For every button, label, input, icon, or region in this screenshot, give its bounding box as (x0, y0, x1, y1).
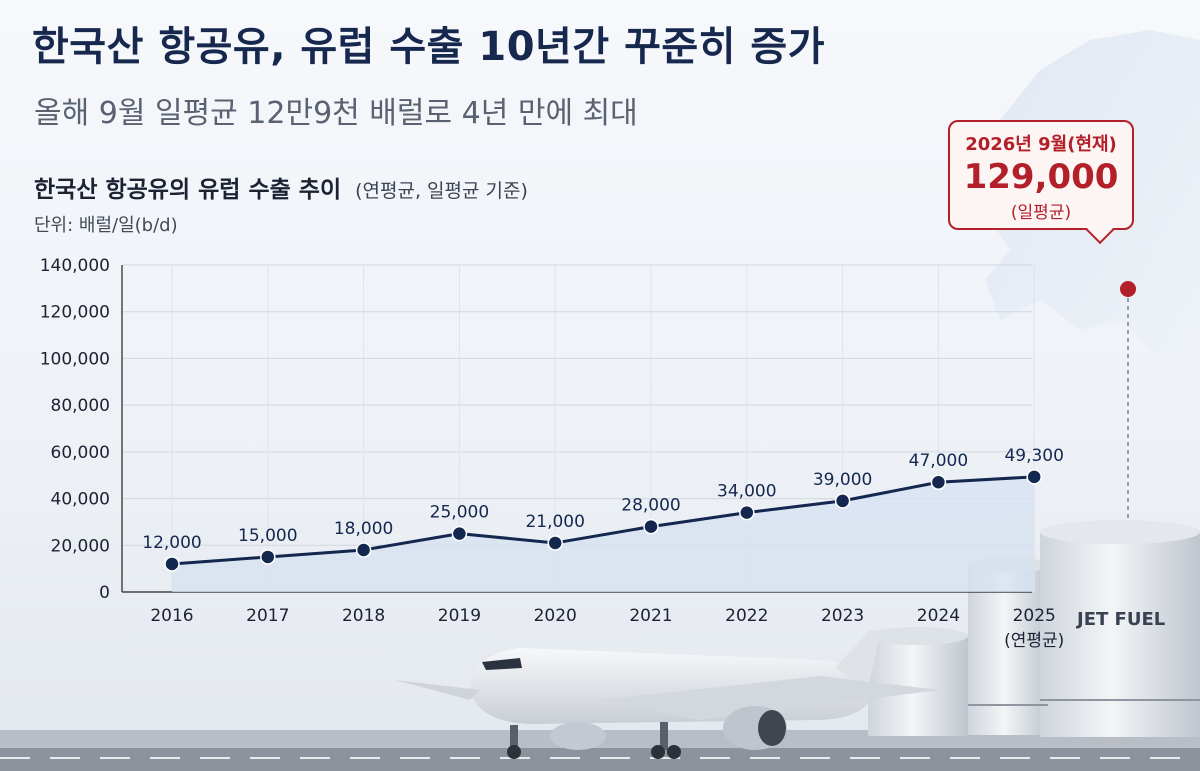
x-tick-label: 2024 (917, 606, 960, 626)
data-label: 34,000 (717, 482, 776, 502)
data-point (930, 474, 947, 490)
x-tick-label: 2016 (150, 606, 193, 626)
x-tick-label: 2019 (438, 606, 481, 626)
page-title: 한국산 항공유, 유럽 수출 10년간 꾸준히 증가 (32, 24, 826, 70)
data-label: 21,000 (525, 512, 584, 532)
x-tick-label: 2021 (629, 606, 672, 626)
x-tick-label: 2022 (725, 606, 768, 626)
data-points (164, 469, 1042, 572)
data-label: 49,300 (1004, 446, 1063, 466)
data-label: 28,000 (621, 496, 680, 516)
data-point (643, 518, 659, 535)
data-point (451, 525, 468, 542)
callout-note: (일평균) (1010, 203, 1072, 223)
x-tick-sublabel: (연평균) (1004, 631, 1064, 651)
current-value-callout: 2026년 9월(현재) 129,000 (일평균) (948, 120, 1134, 230)
data-point (164, 556, 180, 572)
y-tick-label: 60,000 (51, 443, 110, 463)
y-tick-label: 100,000 (40, 349, 110, 369)
data-label: 15,000 (238, 526, 297, 546)
data-point (547, 535, 563, 551)
callout-period: 2026년 9월(현재) (965, 134, 1117, 155)
chart-title-block: 한국산 항공유의 유럽 수출 추이 (연평균, 일평균 기준) (34, 170, 528, 204)
y-tick-label: 80,000 (51, 396, 110, 416)
unit-label: 단위: 배럴/일(b/d) (34, 215, 178, 236)
chart-title-note: (연평균, 일평균 기준) (355, 180, 528, 202)
y-tick-label: 40,000 (51, 490, 110, 510)
y-tick-label: 20,000 (51, 536, 110, 556)
y-tick-label: 0 (99, 583, 110, 603)
page-subtitle: 올해 9월 일평균 12만9천 배럴로 4년 만에 최대 (34, 96, 638, 131)
series-line (171, 475, 1035, 566)
callout-value: 129,000 (963, 157, 1119, 197)
y-tick-labels: 0 20,000 40,000 60,000 80,000 100,000 120,000 1… (40, 256, 110, 603)
x-tick-label: 2020 (534, 606, 577, 626)
data-label: 39,000 (813, 470, 872, 490)
y-tick-label: 120,000 (40, 303, 110, 323)
data-label: 12,000 (142, 533, 201, 553)
airplane-illustration (395, 630, 940, 759)
data-point (1026, 469, 1042, 485)
series-line-path (171, 475, 1035, 566)
x-tick-label: 2018 (342, 606, 385, 626)
data-label: 25,000 (430, 503, 489, 523)
data-point (260, 549, 276, 565)
chart-title: 한국산 항공유의 유럽 수출 추이 (34, 177, 342, 203)
data-labels: 12,000 15,000 18,000 25,000 21,000 28,000 34,0… (142, 446, 1064, 553)
x-tick-label: 2025 (1013, 606, 1056, 626)
data-label: 47,000 (909, 451, 968, 471)
data-point (834, 493, 851, 509)
y-tick-label: 140,000 (40, 256, 110, 276)
x-tick-labels: 2016 2017 2018 2019 2020 2021 2022 2023 2024 2025… (150, 606, 1064, 651)
series-area-fill (172, 476, 1035, 592)
data-point (355, 542, 372, 558)
series-area (172, 476, 1035, 592)
x-tick-label: 2023 (821, 606, 864, 626)
data-point (739, 504, 755, 521)
tank-label: JET FUEL (1077, 609, 1166, 630)
fuel-tanks-illustration (868, 520, 1200, 737)
data-label: 18,000 (334, 519, 393, 539)
x-tick-label: 2017 (246, 606, 289, 626)
